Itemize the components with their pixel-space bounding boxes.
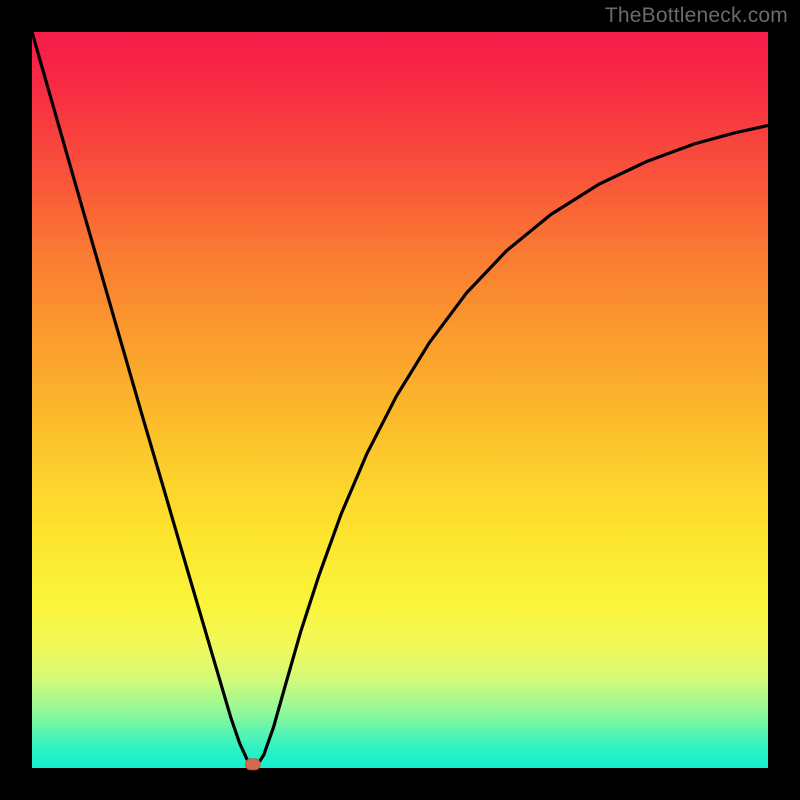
watermark-text: TheBottleneck.com	[605, 4, 788, 28]
bottleneck-chart	[0, 0, 800, 800]
chart-container: TheBottleneck.com	[0, 0, 800, 800]
plot-gradient-background	[32, 32, 768, 768]
optimum-marker	[245, 759, 260, 770]
